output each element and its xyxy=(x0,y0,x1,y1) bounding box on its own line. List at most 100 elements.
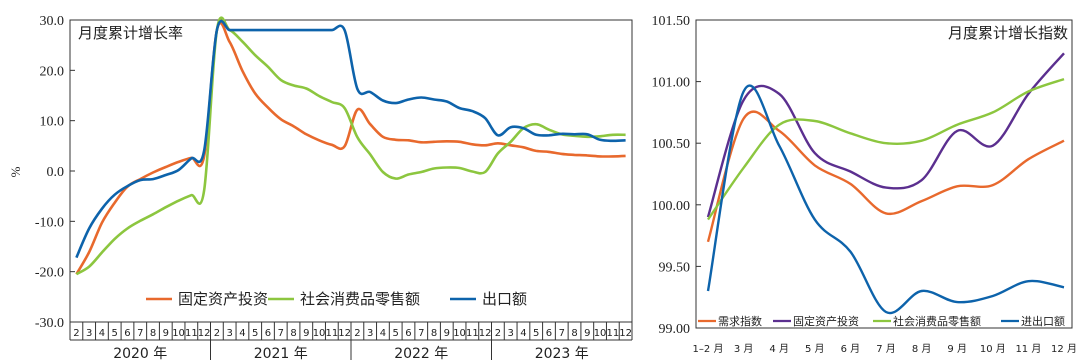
left-month-tick-label: 12 xyxy=(619,328,632,339)
left-month-tick-label: 9 xyxy=(163,328,169,339)
right-legend-label-3: 进出口额 xyxy=(1021,314,1065,328)
right-legend-label-1: 固定资产投资 xyxy=(793,314,859,328)
left-chart: 30.0 20.0 10.0 0.0 -10.0 -20.0 -30.0 % 月度累计增长率… xyxy=(8,14,633,361)
right-x-tick-label: 7 月 xyxy=(876,343,896,355)
right-x-tick-label: 5 月 xyxy=(805,343,825,355)
right-y-ticks: 101.50 101.00 100.50 100.00 99.50 99.00 xyxy=(652,14,701,337)
left-month-tick-label: 9 xyxy=(444,328,450,339)
left-month-tick-label: 12 xyxy=(198,328,211,339)
left-month-tick-label: 8 xyxy=(431,328,437,339)
left-month-tick-label: 11 xyxy=(466,328,479,339)
right-series-lines xyxy=(706,52,1065,315)
left-series-line-0 xyxy=(75,21,626,275)
left-month-tick-label: 3 xyxy=(507,328,513,339)
left-y-tick-label: 30.0 xyxy=(40,14,65,29)
right-y-tick-label: 101.50 xyxy=(652,14,691,29)
right-y-tick-label: 100.50 xyxy=(652,137,691,152)
right-series-line-0 xyxy=(706,110,1065,243)
left-month-tick-label: 9 xyxy=(303,328,309,339)
right-x-ticks: 1–2 月 3 月 4 月 5 月 6 月 7 月 8 月 9 月 10 月 11 月 12 月 xyxy=(693,343,1077,355)
right-series-line-3 xyxy=(706,84,1065,315)
left-month-tick-label: 2 xyxy=(214,328,220,339)
left-month-tick-label: 3 xyxy=(367,328,373,339)
left-year-label: 2023 年 xyxy=(535,346,589,361)
left-month-tick-label: 6 xyxy=(124,328,130,339)
left-y-tick-label: -10.0 xyxy=(35,215,64,230)
left-year-labels: 2020 年 2021 年 2022 年 2023 年 xyxy=(113,340,589,361)
right-x-tick-label: 11 月 xyxy=(1015,343,1041,355)
left-month-tick-label: 10 xyxy=(172,328,185,339)
left-y-tick-label: 0.0 xyxy=(47,165,65,180)
left-month-tick-label: 3 xyxy=(86,328,92,339)
left-month-tick-label: 2 xyxy=(495,328,501,339)
left-month-tick-label: 2 xyxy=(73,328,79,339)
right-x-tick-label: 6 月 xyxy=(841,343,861,355)
left-month-tick-label: 9 xyxy=(584,328,590,339)
right-series-line-1 xyxy=(706,52,1065,218)
right-x-tick-label: 8 月 xyxy=(912,343,932,355)
left-month-tick-label: 4 xyxy=(520,328,526,339)
left-legend-label-0: 固定资产投资 xyxy=(178,290,268,308)
left-month-tick-label: 10 xyxy=(594,328,607,339)
left-month-tick-label: 6 xyxy=(265,328,271,339)
left-y-tick-label: -20.0 xyxy=(35,266,64,281)
left-month-tick-label: 2 xyxy=(354,328,360,339)
left-month-tick-label: 5 xyxy=(112,328,118,339)
left-month-tick-label: 4 xyxy=(239,328,245,339)
left-month-tick-label: 3 xyxy=(226,328,232,339)
left-month-tick-label: 12 xyxy=(479,328,492,339)
left-month-tick-label: 10 xyxy=(453,328,466,339)
left-month-tick-label: 4 xyxy=(380,328,386,339)
left-month-tick-label: 11 xyxy=(185,328,198,339)
right-x-tick-label: 9 月 xyxy=(947,343,967,355)
left-month-tick-label: 4 xyxy=(99,328,105,339)
left-year-label: 2021 年 xyxy=(254,346,308,361)
left-y-axis-label: % xyxy=(8,166,23,177)
left-series-lines xyxy=(75,16,626,276)
right-x-tick-label: 1–2 月 xyxy=(693,343,724,355)
right-legend: 需求指数 固定资产投资 社会消费品零售额 进出口额 xyxy=(698,314,1065,328)
left-month-tick-label: 12 xyxy=(338,328,351,339)
right-x-tick-label: 4 月 xyxy=(769,343,789,355)
right-plot-frame xyxy=(695,19,1073,329)
left-month-tick-label: 5 xyxy=(533,328,539,339)
right-chart: 101.50 101.00 100.50 100.00 99.50 99.00 月度累计增… xyxy=(652,14,1077,355)
right-x-tick-label: 3 月 xyxy=(734,343,754,355)
left-year-label: 2022 年 xyxy=(394,346,448,361)
right-y-tick-label: 101.00 xyxy=(652,76,691,91)
left-y-ticks: 30.0 20.0 10.0 0.0 -10.0 -20.0 -30.0 xyxy=(35,14,75,331)
right-legend-label-2: 社会消费品零售额 xyxy=(893,314,981,328)
left-y-tick-label: -30.0 xyxy=(35,316,64,331)
left-y-tick-label: 20.0 xyxy=(40,64,65,79)
left-chart-title: 月度累计增长率 xyxy=(78,24,183,42)
left-month-tick-label: 8 xyxy=(571,328,577,339)
right-legend-label-0: 需求指数 xyxy=(718,314,762,328)
left-month-tick-label: 7 xyxy=(418,328,424,339)
right-x-tick-label: 10 月 xyxy=(980,343,1006,355)
right-series-line-2 xyxy=(707,77,1065,221)
left-month-tick-label: 11 xyxy=(606,328,619,339)
left-month-tick-label: 11 xyxy=(325,328,338,339)
left-month-tick-label: 6 xyxy=(546,328,552,339)
left-month-tick-label: 5 xyxy=(252,328,258,339)
left-month-tick-label: 7 xyxy=(559,328,565,339)
left-series-line-2 xyxy=(75,19,626,259)
left-month-tick-label: 10 xyxy=(313,328,326,339)
left-month-tick-label: 6 xyxy=(405,328,411,339)
left-y-tick-label: 10.0 xyxy=(40,115,65,130)
right-y-tick-label: 100.00 xyxy=(652,199,691,214)
left-year-label: 2020 年 xyxy=(113,346,167,361)
left-month-ticks: 2 3 4 5 6 7 8 9 10 11 12 2 3 4 5 6 7 8 9 10 11 12 2 3 4 5 6 7 8 9 10 11… xyxy=(69,322,633,341)
left-month-tick-label: 8 xyxy=(150,328,156,339)
left-month-tick-label: 7 xyxy=(137,328,143,339)
left-legend: 固定资产投资 社会消费品零售额 出口额 xyxy=(146,290,527,308)
right-chart-title: 月度累计增长指数 xyxy=(948,24,1068,42)
left-month-tick-label: 7 xyxy=(278,328,284,339)
left-month-tick-label: 5 xyxy=(393,328,399,339)
right-y-tick-label: 99.50 xyxy=(659,260,691,275)
left-month-tick-label: 8 xyxy=(290,328,296,339)
left-series-line-1 xyxy=(75,16,626,276)
left-legend-label-2: 出口额 xyxy=(482,290,527,308)
left-legend-label-1: 社会消费品零售额 xyxy=(300,290,420,308)
